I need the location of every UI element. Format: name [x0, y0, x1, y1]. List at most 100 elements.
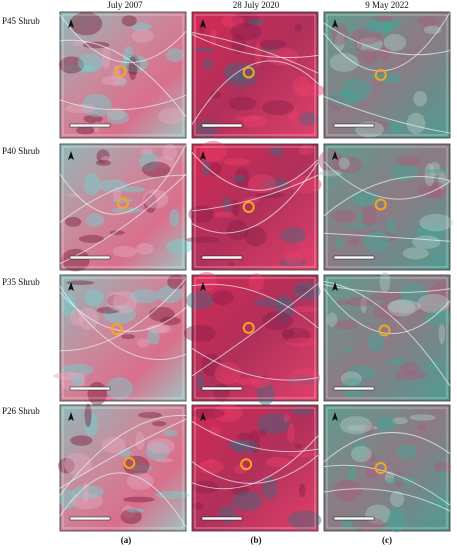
track-line: [323, 161, 451, 200]
track-line: [323, 284, 451, 294]
image-texture: [299, 112, 318, 126]
image-texture: [350, 27, 383, 45]
caption: (a): [121, 535, 132, 545]
image-texture: [419, 213, 453, 232]
track-line: [323, 488, 451, 512]
image-texture: [349, 237, 360, 245]
image-texture: [78, 307, 99, 330]
image-texture: [296, 84, 326, 97]
image-texture: [356, 37, 383, 52]
image-texture: [63, 64, 97, 73]
image-texture: [416, 220, 443, 245]
image-texture: [130, 22, 151, 32]
image-texture: [327, 312, 338, 327]
image-texture: [298, 145, 314, 156]
image-texture: [273, 146, 284, 157]
image-texture: [283, 413, 291, 423]
image-texture: [287, 510, 322, 530]
north-arrow: [68, 412, 74, 421]
image-texture: [123, 496, 155, 503]
image-texture: [214, 362, 242, 385]
image-texture: [294, 443, 303, 449]
location-marker: [374, 198, 387, 211]
image-texture: [208, 162, 222, 176]
location-marker: [374, 69, 387, 81]
scale-bar: [69, 123, 111, 128]
track-line: [323, 96, 451, 134]
image-texture: [86, 213, 105, 227]
image-texture: [371, 291, 403, 301]
north-arrow: [68, 282, 74, 291]
image-texture: [333, 479, 362, 502]
image-texture: [147, 329, 160, 345]
image-texture: [360, 295, 367, 314]
image-texture: [346, 424, 378, 432]
track-line: [59, 278, 187, 352]
image-texture: [155, 491, 190, 499]
image-frame: [62, 14, 184, 136]
image-texture: [129, 289, 160, 304]
track-line: [59, 14, 187, 64]
satellite-image: [191, 404, 319, 532]
image-texture: [195, 271, 218, 292]
location-marker: [240, 458, 253, 471]
image-texture: [146, 324, 168, 333]
image-texture: [244, 226, 267, 247]
scale-bar: [333, 516, 375, 521]
image-texture: [395, 156, 423, 166]
image-texture: [84, 403, 92, 428]
image-texture: [232, 490, 263, 512]
image-texture: [96, 149, 110, 164]
image-texture: [407, 305, 440, 313]
image-texture: [369, 12, 380, 31]
track-line: [191, 283, 319, 377]
location-marker: [117, 197, 129, 210]
image-texture: [231, 200, 240, 217]
image-texture: [345, 222, 378, 229]
image-texture: [227, 440, 248, 451]
scale-bar: [333, 386, 375, 391]
image-texture: [135, 243, 154, 255]
image-texture: [211, 290, 234, 306]
location-marker: [242, 201, 255, 213]
image-texture: [121, 186, 146, 193]
image-texture: [137, 411, 162, 419]
image-texture: [117, 77, 127, 87]
row-label: P26 Shrub: [2, 406, 40, 416]
image-texture: [406, 112, 426, 135]
image-texture: [140, 148, 154, 155]
image-texture: [287, 107, 298, 122]
track-line: [323, 22, 451, 56]
image-texture: [378, 72, 402, 84]
caption: (b): [251, 535, 262, 545]
scale-bar: [69, 516, 111, 521]
location-marker: [123, 456, 136, 469]
image-texture: [98, 179, 128, 193]
image-texture: [145, 441, 170, 461]
image-texture: [210, 91, 221, 100]
image-texture: [387, 508, 406, 533]
image-texture: [379, 271, 391, 293]
image-texture: [230, 23, 262, 41]
image-texture: [169, 209, 180, 227]
image-texture: [147, 438, 175, 455]
image-texture: [395, 443, 417, 460]
image-texture: [357, 48, 379, 64]
image-texture: [62, 293, 76, 317]
image-texture: [53, 372, 87, 380]
image-frame: [62, 146, 184, 268]
image-texture: [112, 290, 137, 314]
satellite-image: [191, 11, 319, 139]
image-texture: [429, 162, 441, 177]
image-texture: [235, 378, 259, 385]
image-texture: [136, 338, 150, 348]
image-texture: [363, 423, 375, 435]
satellite-image: [323, 274, 451, 402]
image-texture: [338, 157, 350, 170]
image-texture: [135, 431, 145, 450]
image-texture: [142, 161, 171, 178]
image-texture: [334, 32, 345, 52]
image-texture: [386, 217, 396, 237]
caption: (c): [382, 535, 392, 545]
image-texture: [260, 178, 289, 190]
